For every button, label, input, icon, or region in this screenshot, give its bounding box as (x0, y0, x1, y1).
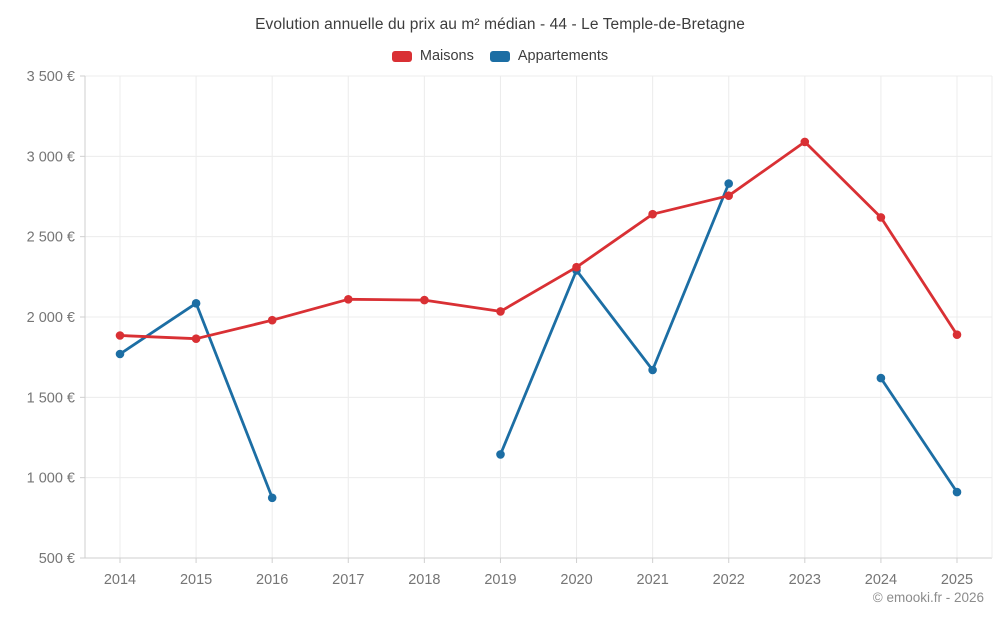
data-point-maisons[interactable] (572, 262, 581, 272)
y-axis-tick-label: 3 500 € (27, 69, 75, 85)
data-point-appartements[interactable] (191, 299, 201, 308)
series-line-maisons (118, 140, 959, 341)
y-axis-tick-label: 2 500 € (27, 230, 75, 246)
data-point-maisons[interactable] (344, 295, 353, 304)
data-point-maisons[interactable] (952, 330, 962, 340)
data-point-maisons[interactable] (800, 137, 810, 147)
maisons-swatch-icon (391, 50, 412, 62)
y-axis-tick-label: 3 000 € (27, 149, 75, 165)
data-point-appartements[interactable] (724, 179, 733, 188)
data-point-appartements[interactable] (952, 487, 962, 497)
x-axis-tick-label: 2018 (408, 572, 440, 588)
data-point-maisons[interactable] (115, 331, 125, 340)
y-axis-tick-label: 1 500 € (27, 390, 75, 406)
data-point-maisons[interactable] (496, 307, 505, 316)
data-point-appartements[interactable] (115, 349, 125, 359)
legend-item-appartements[interactable]: Appartements (489, 48, 609, 64)
data-point-maisons[interactable] (648, 209, 657, 219)
x-axis-tick-label: 2023 (789, 572, 821, 588)
data-point-appartements[interactable] (648, 365, 657, 375)
data-point-maisons[interactable] (876, 213, 886, 222)
legend-label-maisons: Maisons (419, 48, 474, 64)
y-axis-tick-label: 500 € (39, 551, 75, 567)
x-axis-tick-label: 2014 (104, 572, 136, 588)
data-point-maisons[interactable] (191, 334, 201, 344)
data-point-appartements[interactable] (267, 493, 277, 503)
appartements-swatch-icon (489, 50, 510, 62)
data-point-appartements[interactable] (876, 373, 886, 383)
copyright-text: © emooki.fr - 2026 (872, 590, 984, 605)
x-axis-tick-label: 2020 (560, 572, 592, 588)
y-axis-tick-label: 2 000 € (27, 310, 75, 326)
data-point-maisons[interactable] (724, 191, 733, 200)
series-line-appartements (879, 376, 959, 494)
x-axis-tick-label: 2025 (941, 572, 973, 588)
x-axis-tick-label: 2016 (256, 572, 288, 588)
data-point-appartements[interactable] (496, 450, 505, 459)
data-point-maisons[interactable] (420, 295, 429, 305)
chart-title: Evolution annuelle du prix au m² médian … (255, 16, 745, 33)
series-line-appartements (499, 182, 731, 456)
data-point-maisons[interactable] (267, 315, 277, 325)
x-axis-tick-label: 2017 (332, 572, 364, 588)
x-axis-tick-label: 2024 (865, 572, 897, 588)
x-axis-tick-label: 2019 (484, 572, 516, 588)
y-axis-tick-label: 1 000 € (27, 471, 75, 487)
x-axis-tick-label: 2022 (713, 572, 745, 588)
chart-legend: Maisons Appartements (0, 45, 1000, 67)
x-axis-tick-label: 2015 (180, 572, 212, 588)
x-axis-tick-label: 2021 (637, 572, 669, 588)
legend-item-maisons[interactable]: Maisons (391, 48, 474, 64)
legend-label-appartements: Appartements (517, 48, 609, 64)
